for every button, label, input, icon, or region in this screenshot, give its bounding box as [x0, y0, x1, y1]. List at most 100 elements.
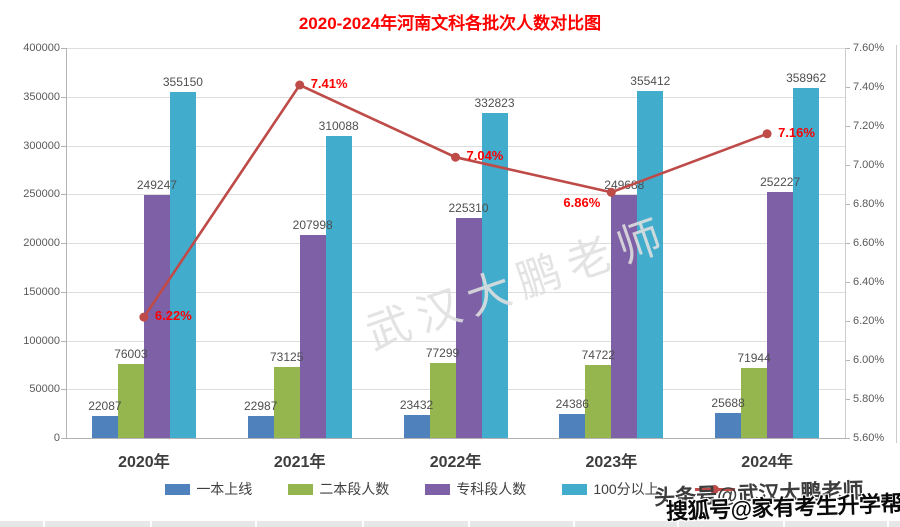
right-tick-mark	[845, 399, 850, 400]
bar-value-label: 24386	[555, 397, 589, 412]
spreadsheet-cell-divider	[468, 521, 470, 527]
bar-value-label: 252227	[760, 175, 801, 190]
left-axis-tick-label: 50000	[29, 383, 60, 396]
x-axis-label: 2020年	[118, 454, 170, 471]
line-point-label: 6.86%	[563, 195, 601, 211]
right-axis-tick-label: 5.80%	[853, 393, 885, 405]
spreadsheet-cell-divider	[887, 521, 889, 527]
bar-一本上线-2020年	[91, 416, 118, 438]
legend-swatch	[165, 483, 191, 495]
x-axis-label: 2023年	[585, 454, 638, 471]
right-axis-tick-label: 7.20%	[853, 120, 885, 132]
bar-value-label: 249688	[604, 177, 645, 192]
bar-100分以上-2021年	[325, 135, 352, 438]
legend-label: 专科段人数	[456, 481, 527, 497]
right-tick-mark	[845, 87, 850, 88]
spreadsheet-cell-divider	[677, 521, 679, 527]
left-axis-tick-label: 400000	[23, 42, 60, 54]
line-marker	[762, 129, 772, 139]
legend-item: 100分以上	[562, 479, 659, 499]
x-axis-label: 2021年	[273, 454, 326, 471]
left-tick-mark	[61, 48, 66, 49]
x-axis-label: 2024年	[741, 454, 793, 471]
bar-value-label: 310088	[318, 118, 359, 133]
legend-line-marker	[694, 484, 735, 494]
left-tick-mark	[61, 340, 66, 342]
bar-value-label: 22087	[88, 399, 122, 414]
chart-title: 2020-2024年河南文科各批次人数对比图	[298, 14, 602, 33]
left-axis-tick-label: 100000	[23, 334, 60, 347]
right-tick-mark	[845, 243, 850, 244]
spreadsheet-cell-divider	[43, 521, 45, 527]
legend-item	[694, 484, 735, 494]
left-tick-mark	[61, 96, 66, 98]
right-axis-tick-label: 7.60%	[853, 42, 885, 54]
spreadsheet-cell-divider	[783, 521, 785, 527]
line-point-label: 7.04%	[466, 148, 504, 164]
right-tick-mark	[845, 204, 850, 205]
right-tick-mark	[845, 321, 850, 322]
bar-value-label: 355150	[162, 74, 203, 89]
line-point-label: 6.22%	[154, 308, 192, 324]
right-axis-tick-label: 5.60%	[853, 432, 885, 444]
spreadsheet-cell-divider	[150, 521, 152, 527]
left-axis-tick-label: 0	[53, 432, 60, 444]
legend-label: 一本上线	[196, 481, 253, 497]
bar-二本段人数-2021年	[273, 366, 300, 438]
right-axis-tick-label: 6.60%	[853, 237, 885, 249]
left-tick-mark	[61, 243, 66, 244]
spreadsheet-row-strip	[0, 521, 900, 527]
bar-value-label: 22987	[244, 398, 278, 413]
left-axis-tick-label: 350000	[23, 90, 60, 103]
legend-swatch	[562, 483, 588, 495]
bar-100分以上-2024年	[793, 88, 820, 438]
bar-value-label: 355412	[630, 74, 671, 89]
right-tick-mark	[845, 126, 850, 127]
line-marker	[295, 80, 305, 90]
left-tick-mark	[61, 291, 66, 293]
bar-专科段人数-2024年	[767, 192, 794, 438]
legend-item: 二本段人数	[288, 479, 389, 499]
left-axis-tick-label: 250000	[23, 188, 60, 201]
gridline	[66, 438, 845, 439]
bar-100分以上-2020年	[169, 91, 196, 438]
bar-专科段人数-2021年	[299, 235, 326, 438]
legend-label: 100分以上	[593, 481, 659, 497]
right-tick-mark	[845, 438, 850, 439]
legend-label: 二本段人数	[319, 481, 390, 497]
right-axis-tick-label: 6.00%	[853, 354, 885, 366]
bar-二本段人数-2023年	[585, 365, 612, 438]
bar-value-label: 74722	[581, 348, 615, 363]
right-axis-line	[845, 48, 846, 438]
bar-一本上线-2022年	[403, 415, 430, 438]
right-tick-mark	[845, 360, 850, 361]
line-point-label: 7.41%	[310, 76, 348, 92]
left-axis-tick-label: 200000	[23, 237, 60, 249]
legend-item: 一本上线	[165, 479, 252, 499]
left-tick-mark	[61, 438, 66, 439]
bar-一本上线-2021年	[247, 415, 274, 438]
bar-一本上线-2024年	[715, 412, 742, 438]
right-axis-tick-label: 7.00%	[853, 159, 885, 171]
bar-value-label: 25688	[711, 395, 745, 410]
bar-value-label: 73125	[270, 349, 304, 364]
legend-item: 专科段人数	[425, 479, 526, 499]
bar-二本段人数-2024年	[741, 367, 768, 438]
left-axis-tick-label: 300000	[23, 139, 60, 152]
bar-value-label: 358962	[786, 71, 827, 85]
line-marker	[451, 152, 460, 162]
left-tick-mark	[61, 194, 66, 196]
right-tick-mark	[845, 48, 850, 49]
bar-二本段人数-2020年	[117, 363, 144, 438]
bar-value-label: 332823	[474, 96, 515, 111]
gridline	[66, 48, 845, 49]
bar-value-label: 77299	[425, 345, 460, 360]
left-tick-mark	[61, 145, 66, 147]
bar-一本上线-2023年	[559, 414, 586, 438]
spreadsheet-cell-divider	[255, 521, 257, 527]
legend-swatch	[288, 483, 314, 495]
spreadsheet-cell-divider	[362, 521, 364, 527]
bar-value-label: 207998	[292, 218, 333, 233]
bar-二本段人数-2022年	[429, 362, 456, 438]
